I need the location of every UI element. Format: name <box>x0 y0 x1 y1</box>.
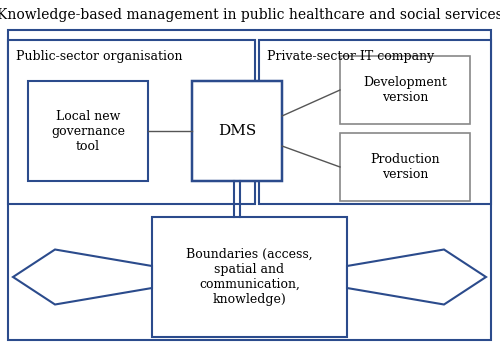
Bar <box>192 81 282 181</box>
Polygon shape <box>13 250 152 304</box>
Polygon shape <box>347 250 486 304</box>
Text: Production
version: Production version <box>370 153 440 181</box>
Text: Knowledge-based management in public healthcare and social services: Knowledge-based management in public hea… <box>0 8 500 22</box>
Bar <box>152 217 347 337</box>
Bar <box>259 40 491 204</box>
Bar <box>8 30 491 340</box>
Bar <box>28 81 148 181</box>
Text: Development
version: Development version <box>363 76 447 104</box>
Text: Boundaries (access,
spatial and
communication,
knowledge): Boundaries (access, spatial and communic… <box>186 248 313 306</box>
Bar <box>8 40 255 204</box>
Text: Public-sector organisation: Public-sector organisation <box>16 50 182 63</box>
Text: DMS: DMS <box>218 124 256 138</box>
Bar <box>340 56 470 124</box>
Text: Private-sector IT company: Private-sector IT company <box>267 50 434 63</box>
Text: Local new
governance
tool: Local new governance tool <box>51 110 125 153</box>
Bar <box>340 133 470 201</box>
